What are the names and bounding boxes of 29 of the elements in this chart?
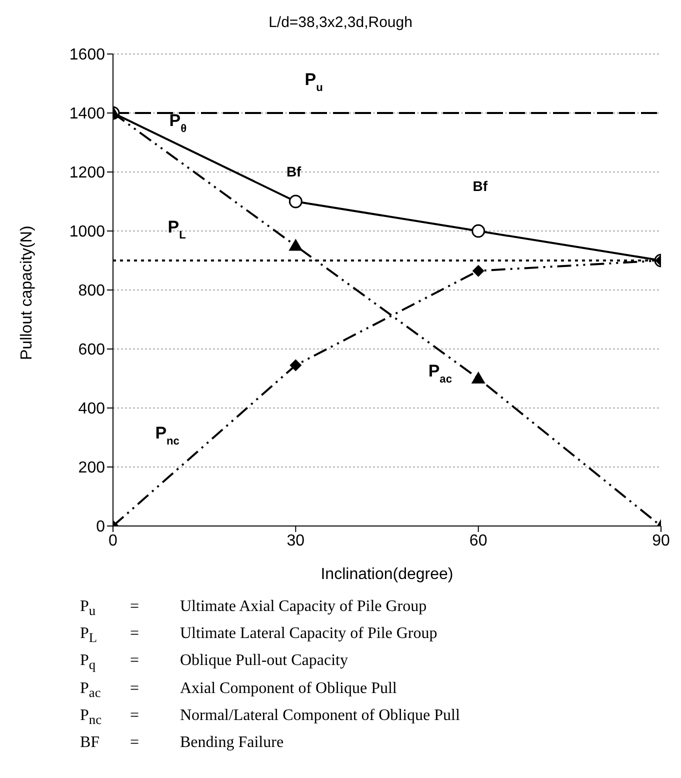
y-tick-label: 400 <box>78 400 106 418</box>
series-label: P$_{ac}$ <box>428 362 452 386</box>
x-tick-label: 0 <box>108 532 118 550</box>
x-axis-title: Inclination(degree) <box>320 566 454 583</box>
x-tick-label: 60 <box>469 532 488 550</box>
chart-title: L/d=38,3x2,3d,Rough <box>268 13 414 33</box>
annotation: Bf <box>286 164 302 180</box>
x-tick-label: 30 <box>286 532 305 550</box>
ref-line-label: P$_{u}$ <box>304 70 324 94</box>
y-tick-label: 600 <box>78 342 106 359</box>
y-tick-label: 1600 <box>69 46 106 64</box>
ref-line-label: P$_{L}$ <box>168 218 186 242</box>
series-label: P$_{nc}$ <box>155 424 180 448</box>
y-tick-label: 200 <box>78 460 106 477</box>
y-tick-label: 1000 <box>69 224 106 241</box>
annotation: Bf <box>472 178 488 194</box>
y-axis-title: Pullout capacity(N) <box>18 226 36 360</box>
text: P$_{u}$ = Ultimate Axial Capacity of Pile Group <box>80 598 427 618</box>
y-tick-label: 1400 <box>69 106 106 123</box>
text: P$_{ac}$ = Axial Component of Oblique Pull <box>80 680 397 700</box>
text: P$_{L}$ = Ultimate Lateral Capacity of Pile Group <box>80 625 438 646</box>
y-tick-label: 0 <box>96 518 106 536</box>
y-tick-label: 1200 <box>69 164 106 182</box>
text: P$_{q}$ = Oblique Pull-out Capacity <box>80 652 348 673</box>
series-label: P$_{θ}$ <box>169 111 187 136</box>
y-tick-label: 800 <box>78 282 106 300</box>
text: BF = Bending Failure <box>80 734 284 751</box>
text: P$_{nc}$ = Normal/Lateral Component of Oblique Pull <box>80 706 460 727</box>
x-tick-label: 90 <box>652 532 670 550</box>
